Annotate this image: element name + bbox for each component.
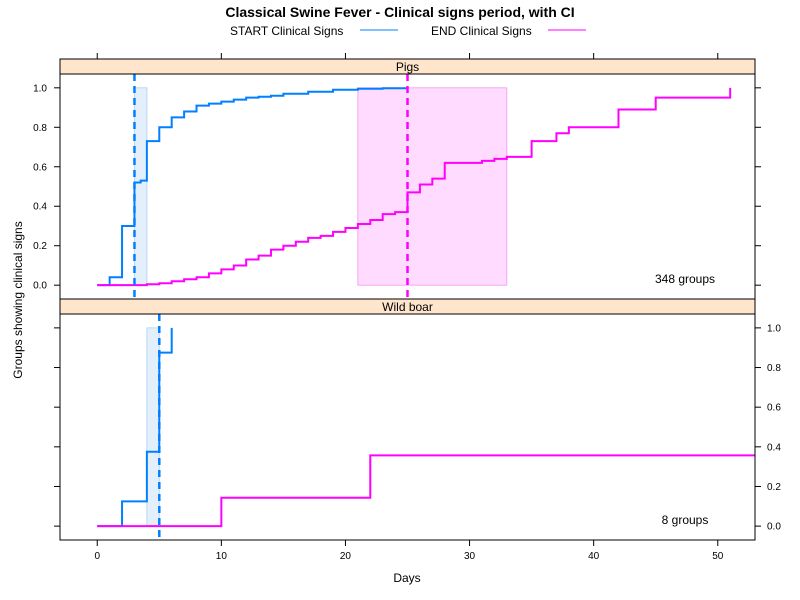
series-line-end-clinical-signs (97, 454, 755, 528)
y-tick-label: 0.6 (33, 162, 47, 173)
panel-wild-boar: Wild boar 0.0 0.2 0.4 0.6 0.8 1.0 8 groups (54, 298, 781, 541)
y-tick-label: 0.2 (33, 241, 47, 252)
y-tick-label: 0.2 (767, 482, 781, 493)
y-tick-label: 1.0 (33, 83, 47, 94)
y-tick-label: 0.8 (33, 123, 47, 134)
legend: START Clinical Signs END Clinical Signs (230, 24, 586, 38)
x-tick-label: 20 (340, 551, 352, 562)
y-tick-label: 0.0 (767, 522, 781, 533)
x-tick-label: 40 (588, 551, 600, 562)
y-tick-label: 0.0 (33, 281, 47, 292)
chart-title: Classical Swine Fever - Clinical signs p… (225, 4, 574, 20)
x-axis: 0 10 20 30 40 50 (94, 53, 724, 562)
x-tick-label: 30 (464, 551, 476, 562)
panels: Pigs 0.0 0.2 0.4 0.6 0.8 1.0 348 groups Wild boa… (33, 58, 781, 541)
legend-label-start: START Clinical Signs (230, 24, 343, 38)
x-tick-label: 50 (712, 551, 724, 562)
y-axis-label: Groups showing clinical signs (11, 221, 25, 378)
ci-band-start-clinical-signs (133, 87, 148, 286)
group-count-note: 348 groups (655, 272, 715, 286)
x-tick-label: 10 (216, 551, 228, 562)
ci-band-start-clinical-signs (146, 327, 160, 527)
panel-frame (59, 313, 756, 541)
panel-pigs: Pigs 0.0 0.2 0.4 0.6 0.8 1.0 348 groups (33, 58, 761, 300)
ci-band-end-clinical-signs (357, 87, 508, 286)
series-line-end-clinical-signs (97, 87, 732, 287)
strip-background (59, 298, 756, 315)
y-tick-label: 1.0 (767, 323, 781, 334)
y-tick-label: 0.8 (767, 363, 781, 374)
y-tick-label: 0.4 (33, 202, 47, 213)
strip-label-wild-boar: Wild boar (382, 300, 433, 314)
y-tick-label: 0.6 (767, 403, 781, 414)
series-line-start-clinical-signs (97, 87, 409, 287)
group-count-note: 8 groups (662, 513, 709, 527)
y-tick-label: 0.4 (767, 442, 781, 453)
legend-label-end: END Clinical Signs (431, 24, 532, 38)
strip-label-pigs: Pigs (396, 60, 419, 74)
strip-background (59, 58, 756, 75)
x-axis-label: Days (393, 571, 420, 585)
series-line-start-clinical-signs (97, 327, 173, 528)
x-tick-label: 0 (94, 551, 100, 562)
